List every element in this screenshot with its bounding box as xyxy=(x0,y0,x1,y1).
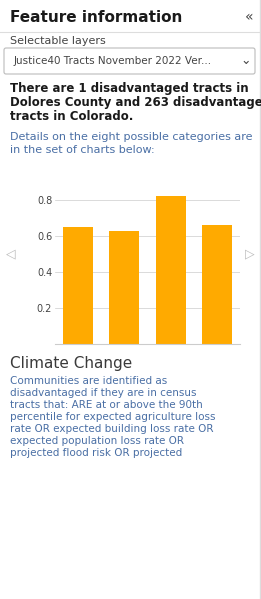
Text: Climate Change: Climate Change xyxy=(10,356,132,371)
Text: projected flood risk OR projected: projected flood risk OR projected xyxy=(10,448,182,458)
Text: tracts in Colorado.: tracts in Colorado. xyxy=(10,110,133,123)
Bar xyxy=(156,196,186,344)
Text: ▷: ▷ xyxy=(245,247,255,261)
Text: ◁: ◁ xyxy=(6,247,16,261)
Bar xyxy=(63,227,93,344)
Text: expected population loss rate OR: expected population loss rate OR xyxy=(10,436,184,446)
Text: Selectable layers: Selectable layers xyxy=(10,36,106,46)
Text: Feature information: Feature information xyxy=(10,10,182,25)
Text: Dolores County and 263 disadvantaged: Dolores County and 263 disadvantaged xyxy=(10,96,261,109)
Bar xyxy=(109,231,139,344)
Text: tracts that: ARE at or above the 90th: tracts that: ARE at or above the 90th xyxy=(10,400,203,410)
Text: rate OR expected building loss rate OR: rate OR expected building loss rate OR xyxy=(10,424,213,434)
Text: Justice40 Tracts November 2022 Ver...: Justice40 Tracts November 2022 Ver... xyxy=(14,56,212,66)
Text: disadvantaged if they are in census: disadvantaged if they are in census xyxy=(10,388,197,398)
Text: There are 1 disadvantaged tracts in: There are 1 disadvantaged tracts in xyxy=(10,82,249,95)
Text: in the set of charts below:: in the set of charts below: xyxy=(10,145,155,155)
Bar xyxy=(202,225,232,344)
Text: Communities are identified as: Communities are identified as xyxy=(10,376,167,386)
FancyBboxPatch shape xyxy=(4,48,255,74)
Text: «: « xyxy=(245,10,253,24)
Text: percentile for expected agriculture loss: percentile for expected agriculture loss xyxy=(10,412,216,422)
Text: Details on the eight possible categories are: Details on the eight possible categories… xyxy=(10,132,252,142)
Text: ⌄: ⌄ xyxy=(240,55,251,68)
